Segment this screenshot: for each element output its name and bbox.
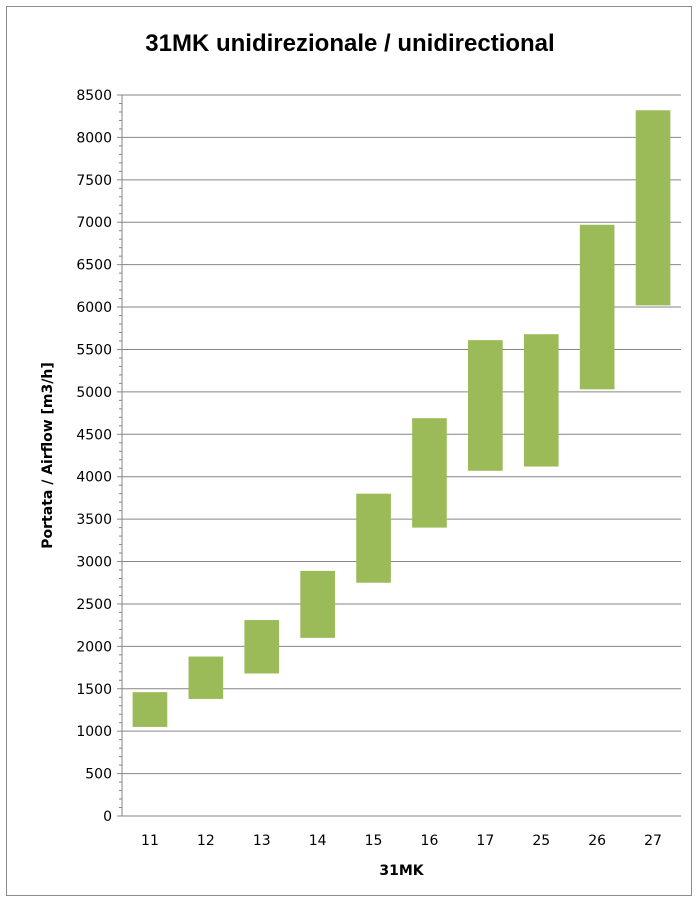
bar-13 xyxy=(244,620,280,674)
x-tick-label: 17 xyxy=(476,833,494,849)
y-tick-label: 7500 xyxy=(76,173,112,189)
y-axis-label: Portata / Airflow [m3/h] xyxy=(40,362,56,548)
bar-26 xyxy=(579,224,615,390)
y-tick-label: 8500 xyxy=(76,88,112,104)
chart-title: 31MK unidirezionale / unidirectional xyxy=(145,30,555,57)
y-tick-label: 0 xyxy=(103,809,112,825)
x-tick-label: 13 xyxy=(253,833,271,849)
y-tick-label: 1500 xyxy=(76,682,112,698)
y-tick-label: 5500 xyxy=(76,342,112,358)
x-tick-labels: 11 12 13 14 15 16 17 25 26 27 xyxy=(141,833,662,849)
x-tick-label: 16 xyxy=(421,833,439,849)
x-tick-label: 25 xyxy=(532,833,550,849)
y-tick-label: 6000 xyxy=(76,300,112,316)
y-tick-labels: 0 500 1000 1500 2000 2500 3000 3500 4000 4500 5000… xyxy=(76,88,112,825)
x-tick-label: 12 xyxy=(197,833,215,849)
y-tick-label: 5000 xyxy=(76,385,112,401)
y-tick-label: 500 xyxy=(85,767,112,783)
y-tick-label: 6500 xyxy=(76,258,112,274)
bar-27 xyxy=(635,110,671,306)
bar-14 xyxy=(300,570,335,638)
x-tick-label: 11 xyxy=(141,833,159,849)
y-tick-label: 2000 xyxy=(76,639,112,655)
axes xyxy=(117,94,681,817)
x-tick-label: 15 xyxy=(365,833,383,849)
bar-17 xyxy=(468,340,503,471)
x-axis-label: 31MK xyxy=(379,863,424,879)
bar-25 xyxy=(523,334,559,467)
bar-11 xyxy=(132,692,168,727)
y-tick-label: 2500 xyxy=(76,597,112,613)
y-tick-label: 7000 xyxy=(76,215,112,231)
y-tick-label: 3000 xyxy=(76,555,112,571)
y-tick-label: 4000 xyxy=(76,470,112,486)
bar-16 xyxy=(412,418,447,528)
y-tick-label: 8000 xyxy=(76,130,112,146)
y-tick-label: 3500 xyxy=(76,512,112,528)
x-tick-label: 14 xyxy=(309,833,327,849)
y-tick-label: 4500 xyxy=(76,427,112,443)
bars xyxy=(132,110,671,727)
x-tick-label: 26 xyxy=(588,833,606,849)
bar-15 xyxy=(356,493,391,583)
y-tick-label: 1000 xyxy=(76,724,112,740)
gridlines xyxy=(122,94,681,775)
bar-12 xyxy=(188,656,224,699)
x-tick-label: 27 xyxy=(644,833,662,849)
